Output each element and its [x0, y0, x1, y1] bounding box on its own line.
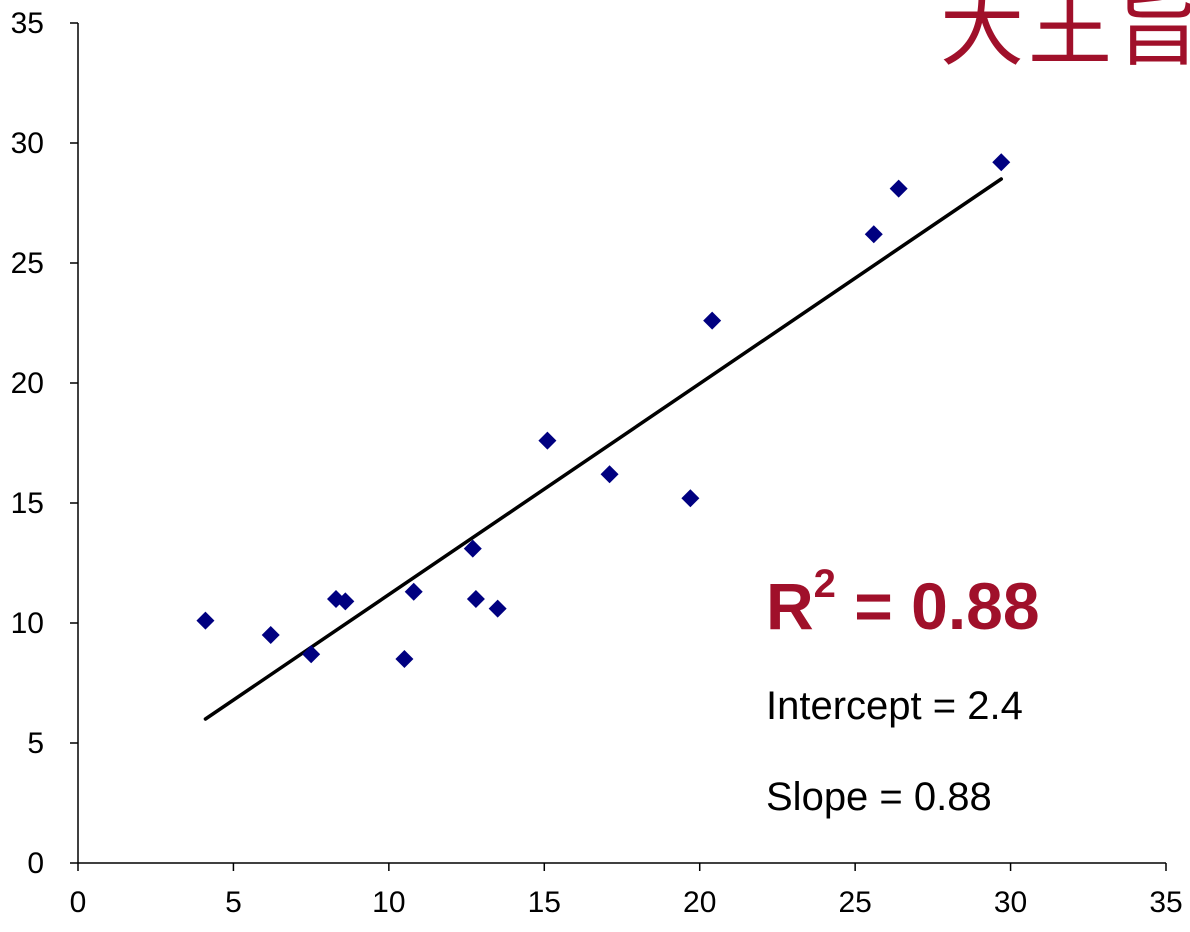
r2-exponent: 2: [813, 562, 836, 606]
x-tick-label: 0: [70, 886, 87, 919]
y-tick-label: 35: [11, 7, 44, 40]
data-point: [703, 311, 722, 330]
x-tick-label: 10: [372, 886, 405, 919]
r2-prefix: R: [766, 569, 814, 643]
x-tick-label: 5: [225, 886, 242, 919]
y-tick-label: 10: [11, 607, 44, 640]
title-fragment: 大王旨: [940, 0, 1190, 77]
data-point: [864, 225, 883, 244]
data-point: [488, 599, 507, 618]
data-point: [992, 153, 1011, 172]
data-point: [466, 590, 485, 608]
data-point: [889, 179, 908, 198]
data-points: [196, 153, 1011, 668]
x-tick-label: 30: [994, 886, 1027, 919]
data-point: [681, 489, 700, 508]
y-tick-label: 20: [11, 367, 44, 400]
y-tick-label: 0: [27, 847, 44, 880]
x-tick-label: 35: [1149, 886, 1182, 919]
data-point: [302, 645, 321, 664]
data-point: [196, 611, 215, 630]
data-point: [395, 650, 414, 668]
data-point: [261, 626, 280, 644]
trendline-group: [203, 177, 1003, 721]
x-tick-label: 25: [838, 886, 871, 919]
x-axis-ticks: 0 5 10 15 20 25 30 35: [70, 863, 1183, 919]
slope-label: Slope = 0.88: [766, 775, 992, 819]
data-point: [538, 431, 557, 450]
intercept-label: Intercept = 2.4: [766, 684, 1023, 728]
y-tick-label: 25: [11, 247, 44, 280]
x-tick-label: 15: [528, 886, 561, 919]
y-tick-label: 15: [11, 487, 44, 520]
y-axis-ticks: 0 5 10 15 20 25 30 35: [11, 7, 78, 880]
data-point: [336, 592, 355, 611]
data-point: [404, 582, 423, 601]
data-point: [463, 539, 482, 558]
data-point: [600, 465, 619, 484]
trendline: [203, 177, 1003, 721]
r-squared-label: R2 = 0.88: [766, 564, 1040, 644]
r2-value: = 0.88: [835, 569, 1040, 643]
x-tick-label: 20: [683, 886, 716, 919]
y-tick-label: 30: [11, 127, 44, 160]
y-tick-label: 5: [27, 727, 44, 760]
